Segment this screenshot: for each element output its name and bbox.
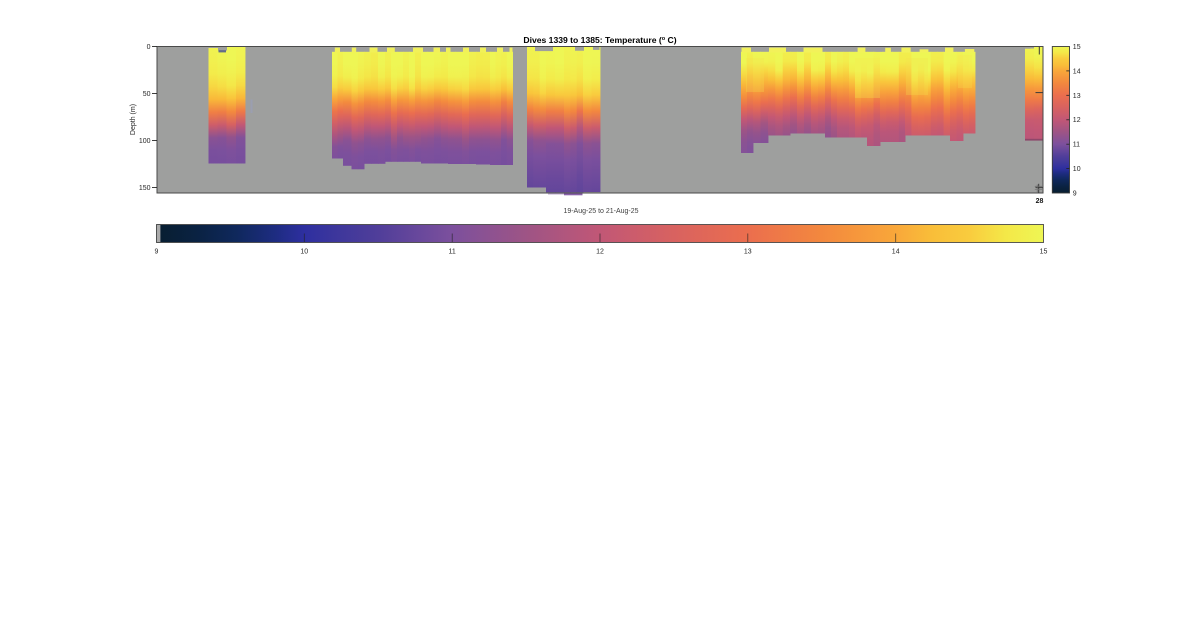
- svg-text:12: 12: [596, 249, 604, 256]
- svg-text:150: 150: [139, 185, 151, 192]
- svg-text:9: 9: [1073, 191, 1077, 198]
- svg-text:19-Aug-25 to 21-Aug-25: 19-Aug-25 to 21-Aug-25: [563, 208, 638, 215]
- svg-text:12: 12: [1073, 117, 1081, 124]
- svg-text:50: 50: [143, 91, 151, 98]
- svg-text:14: 14: [1073, 68, 1081, 75]
- svg-text:10: 10: [1073, 166, 1081, 173]
- svg-text:10: 10: [300, 249, 308, 256]
- svg-text:9: 9: [155, 249, 159, 256]
- svg-text:11: 11: [1073, 142, 1080, 149]
- svg-text:15: 15: [1073, 44, 1081, 51]
- svg-text:28: 28: [1036, 198, 1044, 205]
- svg-text:Dives 1339 to 1385: Temperatur: Dives 1339 to 1385: Temperature (o C): [523, 35, 676, 45]
- svg-text:Depth (m): Depth (m): [130, 104, 137, 135]
- svg-text:13: 13: [1073, 93, 1081, 100]
- svg-text:0: 0: [147, 44, 151, 51]
- svg-text:11: 11: [449, 249, 456, 256]
- svg-text:14: 14: [892, 249, 900, 256]
- svg-text:15: 15: [1040, 249, 1048, 256]
- svg-text:100: 100: [139, 138, 151, 145]
- svg-text:13: 13: [744, 249, 752, 256]
